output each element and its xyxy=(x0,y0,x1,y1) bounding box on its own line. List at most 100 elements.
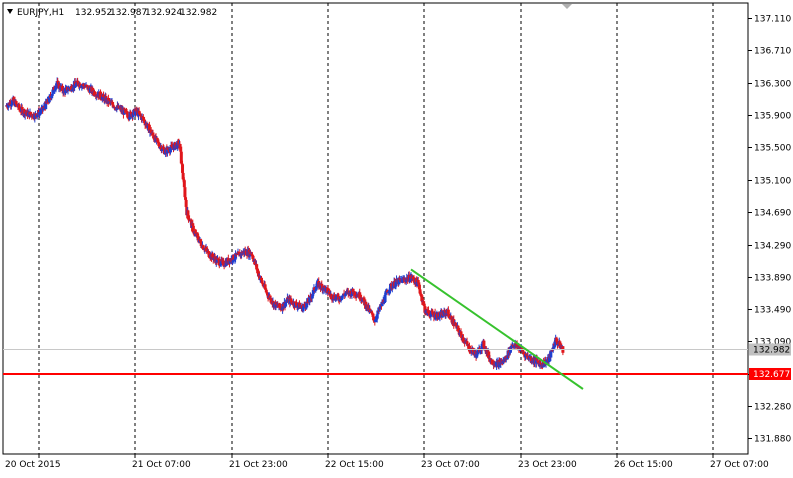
candle-body xyxy=(387,291,391,294)
dropdown-triangle-icon[interactable] xyxy=(7,9,13,14)
candle-body xyxy=(278,303,282,308)
horizontal-line-label: 132.677 xyxy=(753,370,790,380)
candle-body xyxy=(370,311,374,314)
y-tick-label: 131.880 xyxy=(754,435,791,445)
candle-body xyxy=(111,102,115,105)
candle-body xyxy=(258,275,262,280)
candle-body xyxy=(170,144,174,146)
candle-body xyxy=(475,351,479,358)
candle-body xyxy=(275,302,279,305)
candle-body xyxy=(220,259,224,262)
candle-body xyxy=(177,141,181,146)
candle-body xyxy=(228,259,232,264)
candle-body xyxy=(483,347,487,350)
candle-body xyxy=(340,298,344,300)
price-axis[interactable]: 137.110 136.710 136.300 135.900 135.500 135.1… xyxy=(748,15,791,445)
x-tick-label: 21 Oct 07:00 xyxy=(132,460,191,470)
candle-body xyxy=(387,291,391,293)
candle-body xyxy=(542,363,546,366)
candle-body xyxy=(189,220,193,222)
chart-shift-icon[interactable] xyxy=(562,4,572,9)
candle-body xyxy=(191,225,195,233)
candle-body xyxy=(307,301,311,303)
candle-body xyxy=(93,91,97,96)
candle-body xyxy=(397,278,401,285)
candle-body xyxy=(383,294,387,303)
candle-body xyxy=(526,355,530,359)
candle-body xyxy=(170,145,174,148)
candle-body xyxy=(525,354,529,357)
candle-body xyxy=(479,349,483,352)
candle-body xyxy=(252,259,256,262)
candle-body xyxy=(53,89,57,91)
candle-body xyxy=(196,235,200,240)
symbol-header: EURJPY,H1 132.952 132.987 132.924 132.98… xyxy=(7,8,217,18)
candle-body xyxy=(218,264,222,266)
candle-body xyxy=(111,104,115,108)
candle-body xyxy=(461,337,465,342)
candle-body xyxy=(412,278,416,282)
candle-body xyxy=(9,104,13,106)
y-tick-label: 137.110 xyxy=(754,15,791,25)
candle-body xyxy=(196,233,200,236)
candle-body xyxy=(399,278,403,281)
candle-body xyxy=(61,85,65,92)
candle-body xyxy=(555,338,559,343)
candle-body xyxy=(308,296,312,303)
candle-body xyxy=(87,86,91,89)
candle-body xyxy=(179,146,183,152)
candle-body xyxy=(23,110,27,116)
candle-body xyxy=(384,292,388,295)
candle-body xyxy=(331,299,335,301)
candle-body xyxy=(73,81,77,85)
candle-body xyxy=(253,260,257,266)
candle-body xyxy=(351,288,355,293)
candle-body xyxy=(143,119,147,123)
candle-body xyxy=(279,307,283,310)
y-tick-label: 134.290 xyxy=(754,242,791,252)
candle-body xyxy=(160,149,164,152)
low-value: 132.924 xyxy=(145,8,182,18)
candle-body xyxy=(417,284,421,290)
candle-body xyxy=(358,292,362,299)
candle-body xyxy=(55,83,59,86)
candle-body xyxy=(138,113,142,116)
candle-body xyxy=(99,91,103,98)
candle-body xyxy=(131,114,135,117)
candle-body xyxy=(199,242,203,247)
candle-body xyxy=(535,358,539,361)
candle-body xyxy=(389,283,393,285)
candle-body xyxy=(222,260,226,266)
candle-body xyxy=(530,357,534,362)
candle-body xyxy=(71,89,75,91)
y-tick-label: 133.890 xyxy=(754,274,791,284)
candle-body xyxy=(207,251,211,257)
candle-body xyxy=(126,114,130,118)
candle-body xyxy=(193,231,197,233)
candle-body xyxy=(537,362,541,364)
candles-layer xyxy=(5,77,565,370)
x-tick-label: 21 Oct 23:00 xyxy=(229,460,288,470)
candle-body xyxy=(408,281,412,283)
candle-body xyxy=(70,90,74,92)
candle-body xyxy=(82,84,86,86)
candle-body xyxy=(184,197,188,200)
candle-body xyxy=(417,282,421,285)
candle-body xyxy=(555,342,559,345)
candle-body xyxy=(35,115,39,118)
candle-body xyxy=(311,294,315,297)
candle-body xyxy=(64,88,68,94)
candle-body xyxy=(315,283,319,287)
candle-body xyxy=(142,119,146,121)
candle-body xyxy=(378,306,382,310)
time-axis[interactable]: 20 Oct 2015 21 Oct 07:00 21 Oct 23:00 22 Oc… xyxy=(5,454,793,470)
candle-body xyxy=(12,97,16,102)
candle-body xyxy=(452,319,456,326)
candle-body xyxy=(368,308,372,311)
candle-body xyxy=(218,265,222,267)
candle-body xyxy=(70,86,74,91)
candle-body xyxy=(430,310,434,312)
candle-body xyxy=(297,302,301,309)
